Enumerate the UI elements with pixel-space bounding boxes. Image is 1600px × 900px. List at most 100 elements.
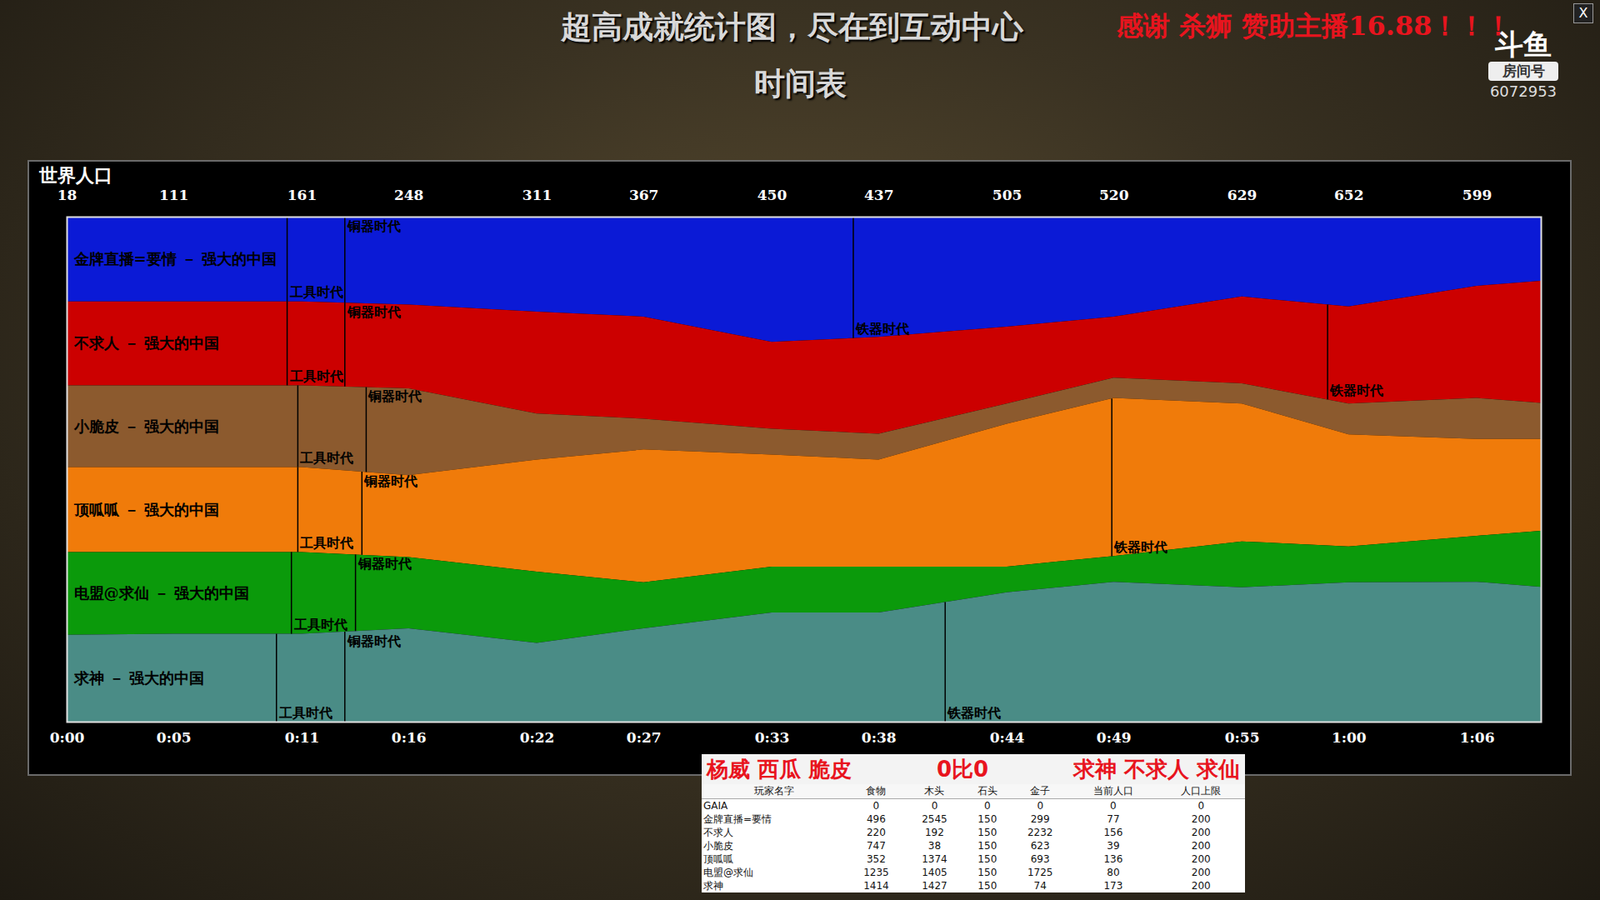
svg-text:18: 18 [57,186,78,204]
html-text:220: 220 [866,826,886,839]
svg-text:铁器时代: 铁器时代 [946,705,1001,721]
html-text:求神 不求人 求仙: 求神 不求人 求仙 [1073,756,1240,782]
svg-text:0:22: 0:22 [520,729,555,746]
svg-text:工具时代: 工具时代 [299,535,354,551]
html-text:6072953: 6072953 [1489,82,1557,100]
html-text:超高成就统计图，尽在到互动中心: 超高成就统计图，尽在到互动中心 [560,8,1023,45]
html-text:食物: 食物 [866,785,887,797]
html-text:747: 747 [866,840,886,852]
html-text:时间表: 时间表 [753,65,847,102]
svg-text:0:49: 0:49 [1096,729,1132,746]
html-text:150: 150 [977,866,997,879]
svg-text:铁器时代: 铁器时代 [1329,382,1384,399]
svg-text:599: 599 [1462,186,1493,204]
html-text:玩家名字: 玩家名字 [754,785,795,797]
html-text:77: 77 [1106,813,1120,825]
svg-text:工具时代: 工具时代 [289,368,344,385]
html-text:当前人口: 当前人口 [1093,785,1134,797]
html-text:38: 38 [928,840,941,852]
html-text:金牌直播=要情: 金牌直播=要情 [703,813,772,825]
svg-text:铁器时代: 铁器时代 [1113,539,1168,555]
html-text:623: 623 [1030,840,1050,852]
html-text:299: 299 [1030,813,1050,825]
html-text:世界人口: 世界人口 [39,165,113,186]
html-text:人口上限: 人口上限 [1181,785,1222,797]
svg-text:铜器时代: 铜器时代 [346,218,401,235]
html-text:150: 150 [977,853,997,865]
html-text:房间号: 房间号 [1502,62,1545,80]
svg-text:0:00: 0:00 [50,729,85,746]
html-text:电盟@求仙: 电盟@求仙 [703,866,754,879]
html-text:金子: 金子 [1030,785,1051,797]
html-text:352: 352 [866,853,886,865]
html-text:150: 150 [977,813,997,825]
svg-text:311: 311 [522,186,553,204]
svg-text:437: 437 [864,186,895,204]
html-text:斗鱼: 斗鱼 [1495,27,1552,61]
svg-text:顶呱呱 － 强大的中国: 顶呱呱 － 强大的中国 [73,500,220,519]
svg-text:520: 520 [1099,186,1130,204]
html-text:1725: 1725 [1027,866,1053,879]
svg-text:0:27: 0:27 [626,729,662,746]
html-text:石头: 石头 [977,785,998,797]
html-text:1405: 1405 [921,866,948,879]
svg-text:工具时代: 工具时代 [299,450,354,466]
svg-text:1:06: 1:06 [1460,729,1495,746]
svg-text:求神 － 强大的中国: 求神 － 强大的中国 [73,669,205,687]
html-text:39: 39 [1106,840,1120,852]
svg-text:652: 652 [1334,186,1365,204]
svg-text:工具时代: 工具时代 [278,705,333,721]
html-text:200: 200 [1191,826,1211,839]
svg-text:629: 629 [1227,186,1258,204]
svg-text:金牌直播=要情 － 强大的中国: 金牌直播=要情 － 强大的中国 [73,250,278,268]
html-text:150: 150 [977,826,997,839]
svg-text:367: 367 [629,186,660,204]
svg-text:161: 161 [287,186,318,204]
svg-text:0:33: 0:33 [755,729,790,746]
html-text:200: 200 [1191,866,1211,879]
svg-text:0:05: 0:05 [156,729,192,746]
svg-text:电盟@求仙 － 强大的中国: 电盟@求仙 － 强大的中国 [74,584,250,602]
svg-text:450: 450 [757,186,788,204]
svg-text:铜器时代: 铜器时代 [367,388,422,405]
svg-text:工具时代: 工具时代 [293,616,348,633]
html-text:0比0: 0比0 [936,756,989,782]
html-text:感谢 杀狮 赞助主播16.88！！！: 感谢 杀狮 赞助主播16.88！！！ [1116,10,1513,42]
html-text:200: 200 [1191,840,1211,852]
html-text:80: 80 [1106,866,1120,879]
svg-text:0:55: 0:55 [1225,729,1260,746]
svg-text:0:44: 0:44 [990,729,1025,746]
html-text:木头: 木头 [924,785,945,797]
html-text:156: 156 [1103,826,1123,839]
html-text:小脆皮: 小脆皮 [703,840,734,852]
svg-text:505: 505 [992,186,1023,204]
svg-text:不求人 － 强大的中国: 不求人 － 强大的中国 [73,334,220,352]
svg-text:铜器时代: 铜器时代 [346,304,401,320]
html-text:1235: 1235 [863,866,889,879]
svg-text:248: 248 [394,186,425,204]
svg-text:1:00: 1:00 [1331,729,1367,746]
html-text:693: 693 [1030,853,1050,865]
svg-text:铜器时代: 铜器时代 [363,473,418,490]
svg-text:0:16: 0:16 [391,729,427,746]
svg-text:铜器时代: 铜器时代 [346,633,401,650]
html-text:200: 200 [1191,813,1211,825]
html-text:496: 496 [866,813,886,825]
svg-text:0:38: 0:38 [861,729,897,746]
html-text:顶呱呱: 顶呱呱 [703,853,734,865]
svg-text:铜器时代: 铜器时代 [357,555,412,572]
html-text:GAIA: GAIA [703,800,728,812]
svg-text:工具时代: 工具时代 [289,284,344,300]
html-text:杨威 西瓜 脆皮: 杨威 西瓜 脆皮 [706,756,852,782]
html-text:不求人: 不求人 [703,826,734,839]
html-text:2545: 2545 [921,813,948,825]
html-text:136: 136 [1103,853,1123,865]
html-text:192: 192 [925,826,945,839]
svg-text:铁器时代: 铁器时代 [855,320,910,337]
svg-text:小脆皮 － 强大的中国: 小脆皮 － 强大的中国 [73,417,220,435]
html-text:1374: 1374 [921,853,948,865]
html-text:150: 150 [977,840,997,852]
svg-text:111: 111 [159,186,190,204]
svg-text:0:11: 0:11 [285,729,320,746]
html-text:2232: 2232 [1027,826,1053,839]
